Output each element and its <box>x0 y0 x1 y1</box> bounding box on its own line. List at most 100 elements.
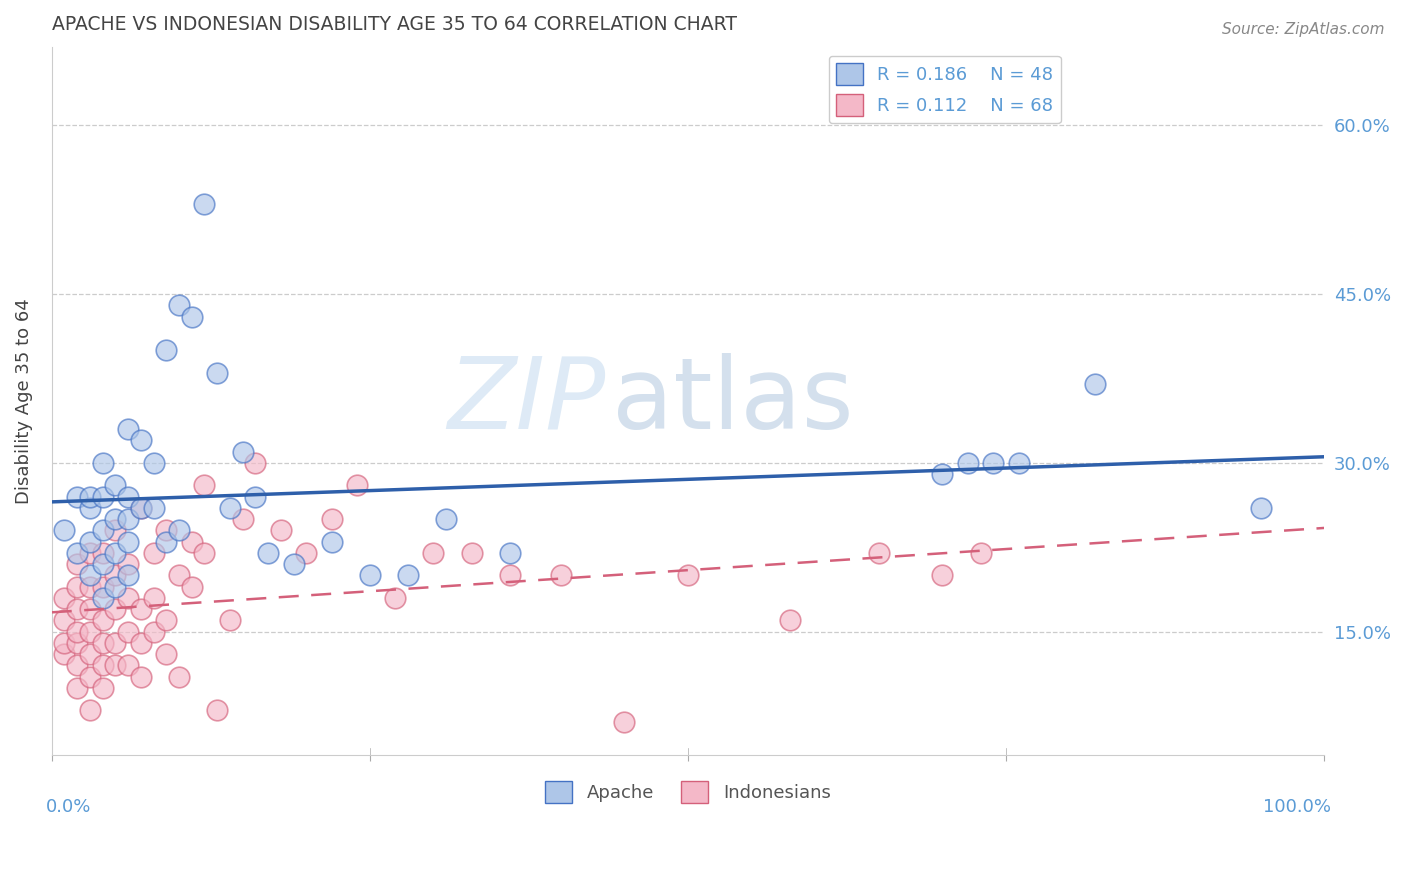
Point <box>779 613 801 627</box>
Point <box>676 568 699 582</box>
Point <box>981 456 1004 470</box>
Text: APACHE VS INDONESIAN DISABILITY AGE 35 TO 64 CORRELATION CHART: APACHE VS INDONESIAN DISABILITY AGE 35 T… <box>52 15 737 34</box>
Point <box>193 546 215 560</box>
Point <box>142 591 165 605</box>
Point <box>931 568 953 582</box>
Point <box>931 467 953 482</box>
Point <box>79 500 101 515</box>
Point <box>142 624 165 639</box>
Point <box>129 500 152 515</box>
Point <box>91 613 114 627</box>
Point <box>359 568 381 582</box>
Point <box>117 512 139 526</box>
Point <box>66 490 89 504</box>
Point <box>193 197 215 211</box>
Point <box>180 310 202 324</box>
Point <box>167 568 190 582</box>
Point <box>868 546 890 560</box>
Point <box>180 534 202 549</box>
Point <box>104 658 127 673</box>
Point <box>53 636 76 650</box>
Point <box>79 670 101 684</box>
Point <box>79 534 101 549</box>
Point <box>283 557 305 571</box>
Point <box>245 456 267 470</box>
Point <box>460 546 482 560</box>
Point <box>79 624 101 639</box>
Point <box>79 580 101 594</box>
Point <box>91 557 114 571</box>
Point <box>346 478 368 492</box>
Point <box>104 512 127 526</box>
Point <box>205 703 228 717</box>
Point <box>129 434 152 448</box>
Point <box>155 613 177 627</box>
Point <box>155 647 177 661</box>
Point <box>79 490 101 504</box>
Point <box>219 613 242 627</box>
Point <box>257 546 280 560</box>
Point <box>205 366 228 380</box>
Point <box>422 546 444 560</box>
Point <box>117 490 139 504</box>
Point <box>104 636 127 650</box>
Point <box>66 658 89 673</box>
Point <box>1250 500 1272 515</box>
Point <box>167 298 190 312</box>
Text: Source: ZipAtlas.com: Source: ZipAtlas.com <box>1222 22 1385 37</box>
Point <box>117 624 139 639</box>
Point <box>104 478 127 492</box>
Point <box>117 534 139 549</box>
Point <box>53 591 76 605</box>
Point <box>53 647 76 661</box>
Point <box>129 636 152 650</box>
Point <box>142 546 165 560</box>
Point <box>142 456 165 470</box>
Point <box>117 591 139 605</box>
Point <box>155 524 177 538</box>
Point <box>167 524 190 538</box>
Point <box>613 714 636 729</box>
Point <box>117 422 139 436</box>
Point <box>232 444 254 458</box>
Point <box>117 557 139 571</box>
Point <box>66 546 89 560</box>
Y-axis label: Disability Age 35 to 64: Disability Age 35 to 64 <box>15 298 32 504</box>
Point <box>91 681 114 695</box>
Point <box>434 512 457 526</box>
Point <box>117 658 139 673</box>
Point <box>79 568 101 582</box>
Point <box>129 500 152 515</box>
Point <box>79 703 101 717</box>
Point <box>295 546 318 560</box>
Point <box>193 478 215 492</box>
Point <box>104 568 127 582</box>
Point <box>384 591 406 605</box>
Point <box>321 512 343 526</box>
Point <box>91 658 114 673</box>
Point <box>129 602 152 616</box>
Point <box>66 557 89 571</box>
Point <box>66 602 89 616</box>
Point <box>499 568 522 582</box>
Point <box>53 613 76 627</box>
Point <box>66 681 89 695</box>
Point <box>91 591 114 605</box>
Point <box>396 568 419 582</box>
Point <box>117 568 139 582</box>
Point <box>104 546 127 560</box>
Point <box>499 546 522 560</box>
Point <box>155 343 177 358</box>
Point <box>91 456 114 470</box>
Point <box>104 524 127 538</box>
Point <box>104 602 127 616</box>
Point <box>91 580 114 594</box>
Point <box>91 490 114 504</box>
Point <box>321 534 343 549</box>
Point <box>1084 377 1107 392</box>
Text: 0.0%: 0.0% <box>45 797 91 816</box>
Point <box>66 624 89 639</box>
Point <box>167 670 190 684</box>
Point <box>956 456 979 470</box>
Point <box>180 580 202 594</box>
